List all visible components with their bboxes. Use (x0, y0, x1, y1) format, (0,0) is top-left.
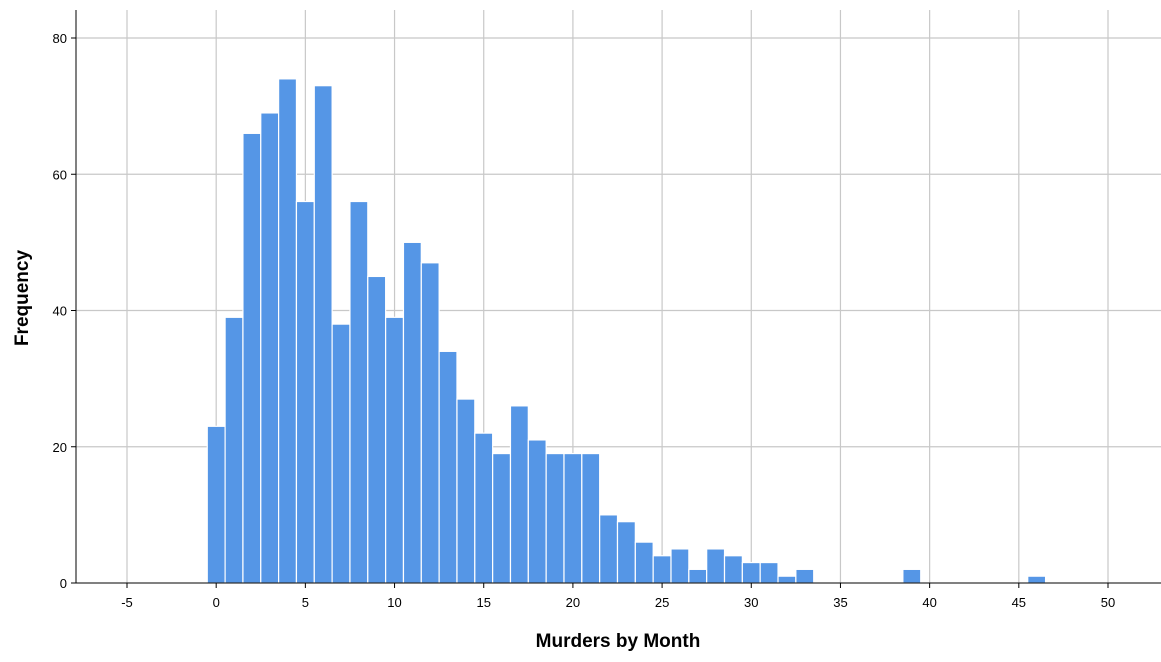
histogram-bar (581, 452, 601, 584)
x-tick-label: 50 (1101, 595, 1115, 610)
histogram-bar (723, 555, 743, 584)
histogram-bar (706, 548, 726, 584)
x-tick-label: 35 (833, 595, 847, 610)
histogram-bar (260, 112, 280, 584)
histogram-bar (492, 452, 512, 584)
histogram-bar (313, 85, 333, 584)
x-axis-title: Murders by Month (536, 631, 701, 652)
x-tick-label: 15 (476, 595, 490, 610)
histogram-bar (420, 262, 440, 584)
y-tick-label: 40 (53, 304, 67, 319)
histogram-bar (224, 316, 244, 584)
histogram-bar (616, 521, 636, 584)
x-tick-label: 30 (744, 595, 758, 610)
y-tick-label: 80 (53, 31, 67, 46)
histogram-bars (206, 78, 1047, 584)
x-tick-label: -5 (121, 595, 133, 610)
histogram-bar (474, 432, 494, 584)
histogram-bar (599, 514, 619, 584)
histogram-bar (670, 548, 690, 584)
histogram-bar (795, 568, 815, 584)
x-tick-label: 0 (213, 595, 220, 610)
tick-labels: -5 0 5 10 15 20 25 30 35 40 45 50 0 20 40 60 80 (53, 31, 1116, 610)
histogram-bar (385, 316, 405, 584)
histogram-bar (367, 275, 387, 584)
axes (71, 10, 1161, 588)
y-axis-title: Frequency (12, 250, 33, 347)
histogram-bar (278, 78, 298, 584)
x-tick-label: 45 (1012, 595, 1026, 610)
histogram-bar (741, 561, 761, 584)
histogram-bar (634, 541, 654, 584)
histogram-bar (456, 398, 476, 584)
y-tick-label: 20 (53, 440, 67, 455)
histogram-bar (509, 405, 529, 584)
histogram-bar (402, 241, 422, 584)
histogram-bar (688, 568, 708, 584)
histogram-bar (349, 200, 369, 584)
histogram-bar (759, 561, 779, 584)
histogram-bar (331, 323, 351, 584)
y-tick-label: 60 (53, 167, 67, 182)
histogram-bar (563, 452, 583, 584)
x-tick-label: 5 (302, 595, 309, 610)
histogram-bar (777, 575, 797, 584)
histogram-bar (242, 132, 262, 584)
histogram-bar (438, 350, 458, 584)
x-tick-label: 10 (387, 595, 401, 610)
histogram-bar (206, 425, 226, 584)
histogram-bar (545, 452, 565, 584)
x-tick-label: 40 (922, 595, 936, 610)
histogram-bar (1027, 575, 1047, 584)
x-tick-label: 20 (566, 595, 580, 610)
grid-lines (76, 10, 1161, 583)
histogram-bar (295, 200, 315, 584)
histogram-bar (902, 568, 922, 584)
y-tick-label: 0 (60, 576, 67, 591)
histogram-bar (527, 439, 547, 584)
histogram-bar (652, 555, 672, 584)
x-tick-label: 25 (655, 595, 669, 610)
